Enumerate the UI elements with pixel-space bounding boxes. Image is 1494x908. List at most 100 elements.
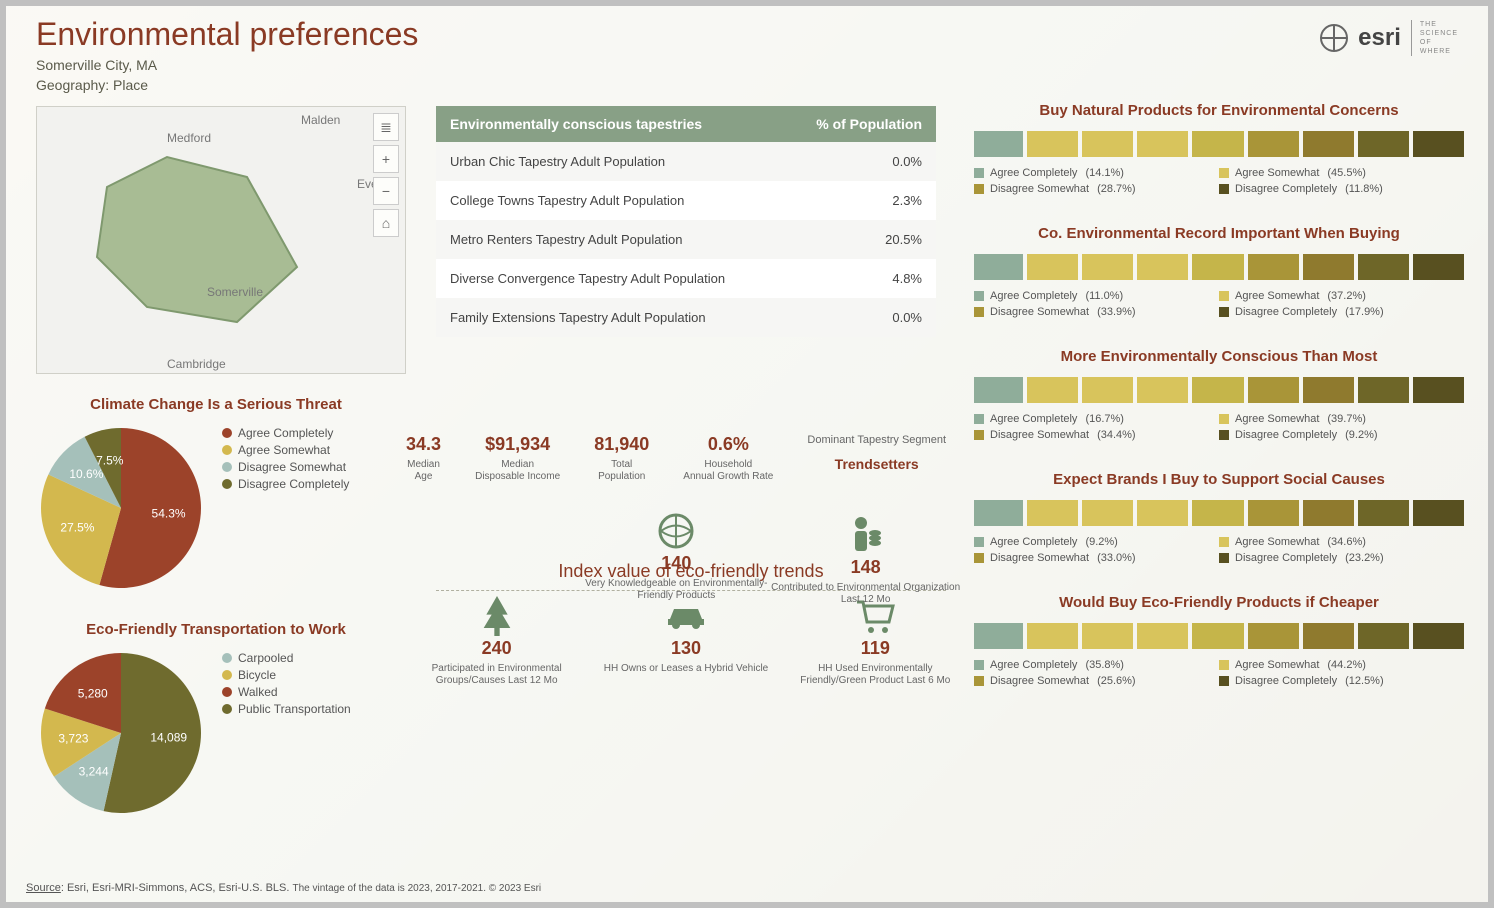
legend-label: Public Transportation: [238, 702, 351, 716]
legend-row: Disagree Completely: [222, 477, 349, 491]
legend-swatch: [974, 676, 984, 686]
kpi-label: HouseholdAnnual Growth Rate: [683, 459, 773, 483]
survey-legend-row: Disagree Somewhat(33.9%): [974, 306, 1219, 318]
legend-label: Agree Somewhat: [1235, 167, 1319, 179]
pie-transport-legend: CarpooledBicycleWalkedPublic Transportat…: [222, 648, 351, 719]
eco-value: 140: [576, 553, 777, 574]
legend-pct: (9.2%): [1345, 429, 1377, 441]
kpi: 34.3MedianAge: [406, 434, 441, 483]
legend-row: Carpooled: [222, 651, 351, 665]
eco-value: 148: [765, 557, 966, 578]
bar-segment: [1358, 500, 1409, 526]
bar-segment: [1192, 500, 1243, 526]
legend-pct: (33.0%): [1097, 552, 1136, 564]
legend-swatch: [974, 414, 984, 424]
map-label: Somerville: [207, 285, 263, 299]
legend-pct: (37.2%): [1327, 290, 1366, 302]
survey-legend: Agree Completely(14.1%)Agree Somewhat(45…: [974, 167, 1464, 195]
pie-slice-label: 3,723: [58, 732, 88, 746]
source-label: Source: [26, 882, 61, 894]
pie-transport: Eco-Friendly Transportation to Work 14,0…: [36, 621, 396, 818]
header: Environmental preferences Somerville Cit…: [36, 16, 418, 93]
legend-label: Disagree Completely: [1235, 429, 1337, 441]
legend-swatch: [222, 704, 232, 714]
legend-swatch: [974, 307, 984, 317]
survey-legend-row: Disagree Somewhat(25.6%): [974, 675, 1219, 687]
survey-block: Co. Environmental Record Important When …: [974, 225, 1464, 318]
eco-value: 240: [406, 638, 587, 659]
map-zoom-out-button[interactable]: −: [373, 177, 399, 205]
bar-segment: [1192, 377, 1243, 403]
legend-swatch: [974, 168, 984, 178]
legend-swatch: [222, 653, 232, 663]
survey-legend-row: Agree Completely(14.1%): [974, 167, 1219, 179]
bar-segment: [1413, 377, 1464, 403]
bar-segment: [1082, 254, 1133, 280]
map-panel[interactable]: MaldenMedfordEverettSomervilleCambridge …: [36, 106, 406, 374]
survey-title: Would Buy Eco-Friendly Products if Cheap…: [974, 594, 1464, 611]
survey-legend-row: Agree Somewhat (37.2%): [1219, 290, 1464, 302]
survey-block: Would Buy Eco-Friendly Products if Cheap…: [974, 594, 1464, 687]
pie-slice-label: 5,280: [78, 686, 108, 700]
legend-pct: (34.6%): [1327, 536, 1366, 548]
logo-brand: esri: [1358, 24, 1401, 52]
survey-legend-row: Agree Somewhat(39.7%): [1219, 413, 1464, 425]
row-label: Family Extensions Tapestry Adult Populat…: [450, 310, 706, 325]
bar-segment: [1248, 623, 1299, 649]
bar-segment: [1248, 254, 1299, 280]
tapestry-table: Environmentally conscious tapestries % o…: [436, 106, 936, 337]
legend-swatch: [1219, 184, 1229, 194]
bar-segment: [1137, 131, 1188, 157]
legend-swatch: [974, 660, 984, 670]
dashboard: Environmental preferences Somerville Cit…: [6, 6, 1488, 902]
bar-segment: [1413, 131, 1464, 157]
legend-label: Agree Completely: [238, 426, 333, 440]
legend-swatch: [222, 670, 232, 680]
legend-label: Agree Somewhat: [1235, 290, 1319, 302]
map-legend-button[interactable]: ≣: [373, 113, 399, 141]
survey-legend-row: Disagree Somewhat(34.4%): [974, 429, 1219, 441]
dominant-label: Dominant Tapestry Segment: [807, 434, 946, 446]
bar-segment: [1303, 623, 1354, 649]
bar-segment: [1303, 377, 1354, 403]
bar-segment: [1303, 500, 1354, 526]
legend-label: Agree Completely: [990, 659, 1077, 671]
survey-column: Buy Natural Products for Environmental C…: [974, 102, 1464, 717]
survey-legend-row: Agree Completely(11.0%): [974, 290, 1219, 302]
eco-icon: [406, 596, 587, 636]
eco-trend-item: 240Participated in Environmental Groups/…: [406, 596, 587, 687]
legend-swatch: [1219, 291, 1229, 301]
legend-label: Agree Completely: [990, 167, 1077, 179]
pie-slice-label: 7.5%: [96, 454, 124, 468]
survey-legend-row: Disagree Completely(17.9%): [1219, 306, 1464, 318]
bar-segment: [1137, 254, 1188, 280]
map-zoom-in-button[interactable]: +: [373, 145, 399, 173]
col-header-1: Environmentally conscious tapestries: [450, 116, 702, 132]
bar-segment: [1248, 377, 1299, 403]
map-home-button[interactable]: ⌂: [373, 209, 399, 237]
row-value: 0.0%: [892, 310, 922, 325]
legend-row: Disagree Somewhat: [222, 460, 349, 474]
survey-bar: [974, 131, 1464, 157]
eco-label: Contributed to Environmental Organizatio…: [765, 582, 966, 606]
survey-block: Expect Brands I Buy to Support Social Ca…: [974, 471, 1464, 564]
kpi-label: TotalPopulation: [594, 459, 649, 483]
col-header-2: % of Population: [816, 116, 922, 132]
legend-pct: (35.8%): [1085, 659, 1124, 671]
bar-segment: [974, 254, 1023, 280]
legend-swatch: [222, 462, 232, 472]
survey-legend-row: Disagree Somewhat(28.7%): [974, 183, 1219, 195]
bar-segment: [974, 500, 1023, 526]
legend-pct: (28.7%): [1097, 183, 1136, 195]
legend-row: Agree Completely: [222, 426, 349, 440]
survey-legend-row: Agree Completely(16.7%): [974, 413, 1219, 425]
legend-pct: (23.2%): [1345, 552, 1384, 564]
kpi-value: $91,934: [475, 434, 560, 455]
legend-pct: (39.7%): [1327, 413, 1366, 425]
eco-icon: [765, 515, 966, 555]
survey-block: More Environmentally Conscious Than Most…: [974, 348, 1464, 441]
row-value: 0.0%: [892, 154, 922, 169]
legend-swatch: [222, 687, 232, 697]
bar-segment: [1248, 131, 1299, 157]
legend-swatch: [222, 428, 232, 438]
